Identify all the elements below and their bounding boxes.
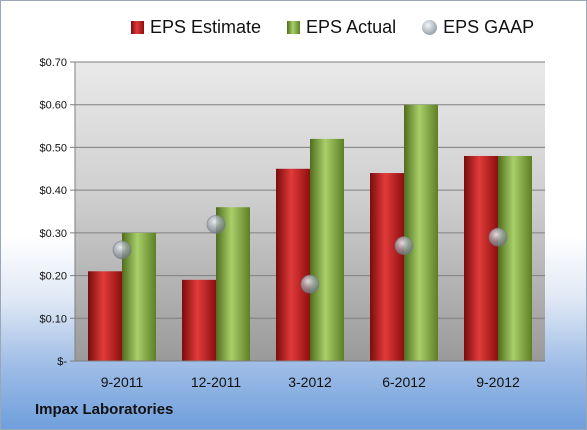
x-tick-label: 9-2012 [476,374,520,390]
bar-eps-actual [216,207,250,361]
legend-item-actual: EPS Actual [287,17,396,38]
marker-eps-gaap [112,240,132,260]
legend-label-actual: EPS Actual [306,17,397,37]
legend-label-estimate: EPS Estimate [150,17,262,37]
y-tick-label: $0.20 [39,271,67,283]
marker-eps-gaap [394,236,414,256]
bar-eps-estimate [182,279,216,361]
bar-eps-actual [498,155,532,361]
legend: EPS Estimate EPS Actual EPS GAAP [131,17,534,38]
legend-item-estimate: EPS Estimate [131,17,261,38]
bar-eps-estimate [88,271,122,361]
legend-swatch-estimate [131,21,144,34]
bar-eps-estimate [464,155,498,361]
x-tick-label: 9-2011 [101,374,144,390]
bar-eps-estimate [370,173,404,361]
x-tick-label: 3-2012 [288,374,332,390]
legend-swatch-actual [287,21,301,34]
y-tick-label: $0.60 [39,100,67,112]
y-tick-label: $0.10 [39,313,67,325]
marker-eps-gaap [206,214,226,234]
x-tick-label: 12-2011 [191,374,242,390]
legend-label-gaap: EPS GAAP [443,17,535,37]
company-name: Impax Laboratories [35,401,174,418]
y-tick-label: $0.40 [39,185,67,197]
marker-eps-gaap [300,274,320,294]
legend-item-gaap: EPS GAAP [422,17,534,38]
bar-eps-actual [310,138,344,361]
bar-eps-actual [404,104,438,361]
y-tick-label: $- [57,356,67,368]
y-tick-label: $0.70 [39,57,67,69]
y-tick-label: $0.30 [39,228,67,240]
marker-eps-gaap [488,227,508,247]
x-tick-label: 6-2012 [382,374,426,390]
legend-swatch-gaap [422,20,438,35]
bar-eps-estimate [276,168,310,361]
y-tick-label: $0.50 [39,142,67,154]
